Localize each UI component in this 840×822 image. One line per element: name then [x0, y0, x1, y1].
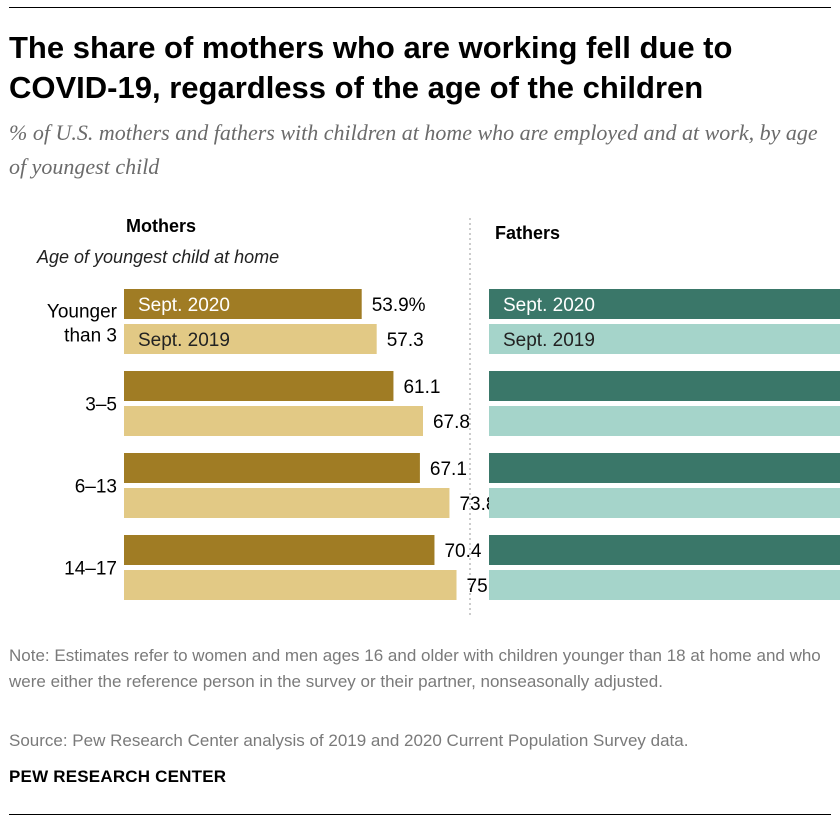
- category-label: than 3: [64, 326, 117, 347]
- bottom-rule: [9, 814, 831, 815]
- category-label: Younger: [47, 302, 118, 323]
- chart-title: The share of mothers who are working fel…: [9, 30, 733, 105]
- chart-note: Note: Estimates refer to women and men a…: [9, 646, 821, 691]
- bar-mothers-2019: [124, 406, 423, 436]
- chart-source: Source: Pew Research Center analysis of …: [9, 731, 689, 750]
- bar-fathers-2020: [489, 371, 840, 401]
- chart-subtitle: % of U.S. mothers and fathers with child…: [9, 120, 818, 179]
- series-label: Sept. 2020: [138, 295, 230, 316]
- value-label: 53.9%: [372, 295, 426, 316]
- bar-mothers-2020: [124, 453, 420, 483]
- group-axis-label: Age of youngest child at home: [36, 247, 279, 267]
- series-label: Sept. 2020: [503, 295, 595, 316]
- value-label: 67.8: [433, 412, 470, 433]
- bar-mothers-2019: [124, 488, 450, 518]
- category-label: 6–13: [75, 477, 117, 498]
- bar-mothers-2019: [124, 570, 457, 600]
- bar-mothers-2019: [124, 324, 377, 354]
- bar-chart: Mothers Fathers Age of youngest child at h…: [36, 216, 840, 618]
- category-label: 3–5: [85, 395, 117, 416]
- pew-logo: PEW RESEARCH CENTER: [9, 767, 227, 786]
- bar-mothers-2020: [124, 371, 394, 401]
- value-label: 61.1: [403, 377, 440, 398]
- panel-title-mothers: Mothers: [126, 216, 196, 236]
- category-label: 14–17: [64, 559, 117, 580]
- value-label: 73.8: [459, 494, 496, 515]
- bar-mothers-2020: [124, 535, 435, 565]
- panel-title-fathers: Fathers: [495, 223, 560, 243]
- value-label: 70.4: [444, 541, 481, 562]
- bar-fathers-2019: [489, 406, 840, 436]
- bar-fathers-2020: [489, 453, 840, 483]
- bar-fathers-2019: [489, 488, 840, 518]
- bar-fathers-2020: [489, 535, 840, 565]
- bar-mothers-2020: [124, 289, 362, 319]
- value-label: 57.3: [387, 330, 424, 351]
- series-label: Sept. 2019: [503, 330, 595, 351]
- series-label: Sept. 2019: [138, 330, 230, 351]
- bar-fathers-2020: [489, 289, 840, 319]
- top-rule: [9, 7, 831, 8]
- bar-fathers-2019: [489, 324, 840, 354]
- bar-fathers-2019: [489, 570, 840, 600]
- value-label: 67.1: [430, 459, 467, 480]
